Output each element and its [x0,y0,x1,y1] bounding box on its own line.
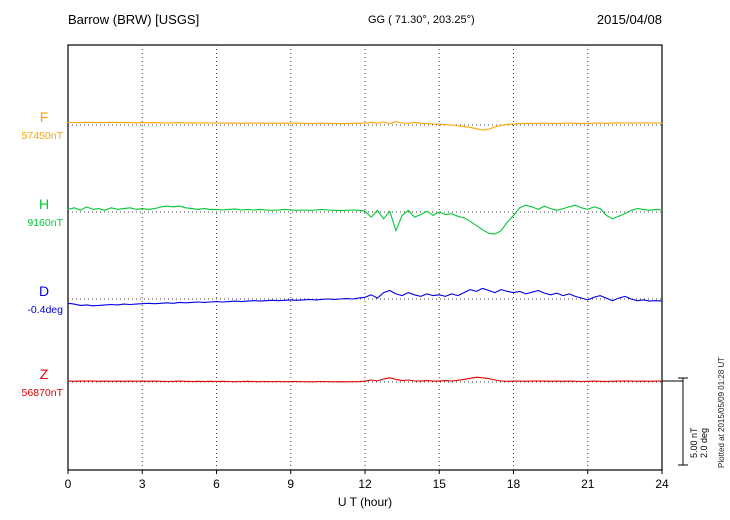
x-tick-label-0: 0 [65,477,72,491]
gridlines [141,45,589,470]
series-baseline-value-H: 9160nT [27,217,63,229]
traces [67,121,663,383]
x-tick-label-9: 9 [287,477,294,491]
series-baseline-value-F: 57450nT [22,130,64,142]
plot-date: 2015/04/08 [597,12,662,27]
scale-bar: 5.00 nT 2.0 deg [662,377,709,466]
trace-F [67,121,663,131]
plotted-at-note: Plotted at 2015/05/09 01:28 UT [717,357,726,468]
series-baseline-value-D: -0.4deg [27,304,63,316]
x-tick-label-15: 15 [433,477,447,491]
station-title: Barrow (BRW) [USGS] [68,12,199,27]
geo-coords: GG ( 71.30°, 203.25°) [368,14,475,26]
series-label-Z: Z [40,366,49,382]
series-label-D: D [39,283,49,299]
scale-label-deg: 2.0 deg [699,428,709,458]
series-labels: F 57450nT H 9160nT D -0.4deg Z 56870nT [22,109,64,399]
x-axis-title: U T (hour) [338,495,392,509]
trace-Z [67,376,663,383]
series-label-H: H [39,196,49,212]
x-tick-label-12: 12 [358,477,372,491]
x-tick-label-6: 6 [213,477,220,491]
series-label-F: F [40,109,49,125]
series-baseline-value-Z: 56870nT [22,387,64,399]
x-tick-label-24: 24 [655,477,669,491]
trace-D [67,287,663,307]
x-tick-label-21: 21 [581,477,595,491]
x-axis-ticks: 0 3 6 9 12 15 18 21 24 [65,470,669,491]
x-tick-label-18: 18 [507,477,521,491]
x-tick-label-3: 3 [139,477,146,491]
trace-H [67,204,663,235]
scale-label-nt: 5.00 nT [689,427,699,458]
baselines [68,124,662,383]
